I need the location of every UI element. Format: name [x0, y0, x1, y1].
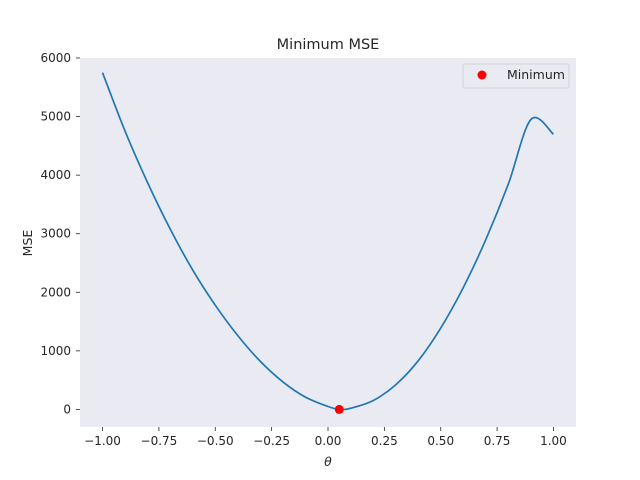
y-tick-label: 4000	[40, 168, 71, 182]
chart-title: Minimum MSE	[277, 37, 380, 53]
x-tick-label: −1.00	[84, 434, 121, 448]
y-ticks: 0 1000 2000 3000 4000 5000 6000	[40, 51, 80, 416]
x-tick-label: 0.00	[315, 434, 342, 448]
legend: Minimum	[462, 63, 570, 89]
y-tick-label: 1000	[40, 344, 71, 358]
y-tick-label: 5000	[40, 110, 71, 124]
x-tick-label: 0.50	[427, 434, 454, 448]
y-tick-label: 0	[63, 402, 71, 416]
legend-marker-minimum	[477, 70, 487, 80]
legend-box	[462, 63, 570, 89]
y-axis-label: MSE	[20, 230, 35, 257]
points-layer	[334, 404, 344, 414]
y-tick-label: 6000	[40, 51, 71, 65]
x-tick-label: 1.00	[540, 434, 567, 448]
x-tick-label: −0.50	[197, 434, 234, 448]
x-tick-label: 0.25	[371, 434, 398, 448]
x-tick-label: −0.25	[253, 434, 290, 448]
x-tick-label: −0.75	[141, 434, 178, 448]
legend-label-minimum: Minimum	[507, 67, 565, 82]
x-ticks: −1.00 −0.75 −0.50 −0.25 0.00 0.25 0.50 0.75 1.00	[84, 427, 567, 448]
minimum-point	[334, 404, 344, 414]
x-tick-label: 0.75	[484, 434, 511, 448]
y-tick-label: 2000	[40, 285, 71, 299]
y-tick-label: 3000	[40, 227, 71, 241]
x-axis-label: θ	[324, 454, 332, 469]
plot-area	[80, 58, 576, 427]
